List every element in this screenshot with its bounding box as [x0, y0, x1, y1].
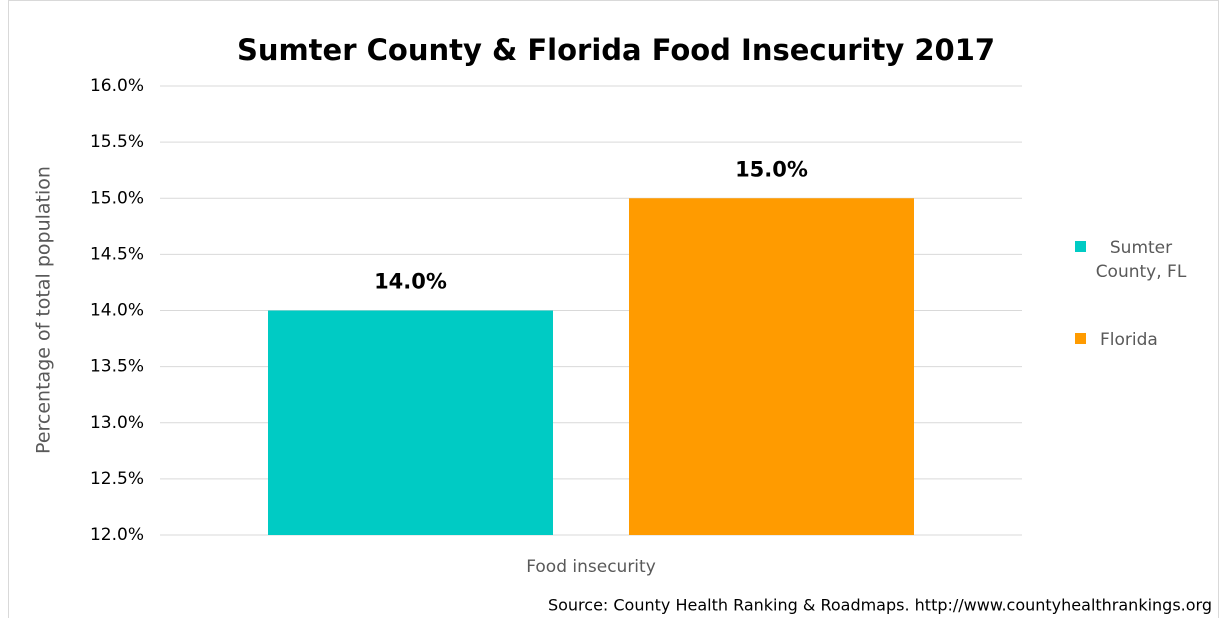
- chart-title: Sumter County & Florida Food Insecurity …: [237, 33, 995, 67]
- data-label: 14.0%: [374, 270, 447, 294]
- y-axis-label: Percentage of total population: [33, 166, 55, 454]
- legend-swatch: [1075, 241, 1086, 252]
- legend-swatch: [1075, 333, 1086, 344]
- legend-label: Sumter County, FL: [1095, 238, 1187, 282]
- source-note: Source: County Health Ranking & Roadmaps…: [548, 596, 1212, 615]
- y-tick-label: 14.0%: [90, 301, 144, 321]
- y-tick-label: 13.5%: [90, 357, 144, 377]
- y-tick-label: 15.5%: [90, 132, 144, 152]
- legend-label: Florida: [1100, 330, 1158, 350]
- bar: [629, 198, 914, 535]
- chart-border: [8, 0, 1219, 618]
- y-tick-label: 14.5%: [90, 244, 144, 264]
- bar: [268, 310, 553, 535]
- data-label: 15.0%: [735, 157, 808, 181]
- y-tick-label: 13.0%: [90, 413, 144, 433]
- x-tick-label: Food insecurity: [526, 557, 656, 577]
- y-tick-label: 12.0%: [90, 525, 144, 545]
- y-tick-label: 15.0%: [90, 188, 144, 208]
- y-tick-label: 16.0%: [90, 76, 144, 96]
- y-tick-label: 12.5%: [90, 469, 144, 489]
